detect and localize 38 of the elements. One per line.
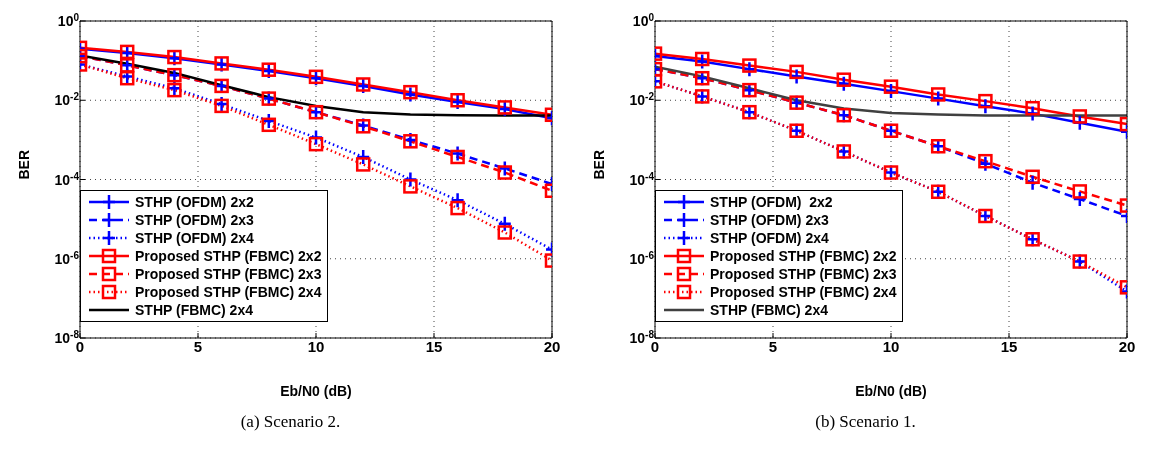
text: (a) Scenario 2. (239, 412, 342, 432)
x-tick-label: 15 (1000, 337, 1018, 355)
x-tick-label: 5 (768, 337, 778, 355)
legend-label: Proposed STHP (FBMC) 2x3 (135, 266, 322, 282)
text: (b) Scenario 1. (814, 412, 917, 432)
x-tick-label: 20 (1118, 337, 1136, 355)
legend-label: Proposed STHP (FBMC) 2x4 (710, 284, 897, 300)
x-tick-label: 10 (882, 337, 900, 355)
x-tick-label: 15 (425, 337, 443, 355)
x-axis-title: Eb/N0 (dB) (855, 383, 927, 399)
legend-label: STHP (OFDM) 2x2 (710, 194, 833, 210)
legend-label: STHP (OFDM) 2x4 (135, 230, 254, 246)
y-tick-label: 10$^{0}$ (632, 11, 655, 29)
y-axis-title: BER (15, 149, 32, 180)
legend-label: Proposed STHP (FBMC) 2x3 (710, 266, 897, 282)
legend-label: Proposed STHP (FBMC) 2x2 (135, 248, 322, 264)
legend-label: Proposed STHP (FBMC) 2x2 (710, 248, 897, 264)
y-tick-label: 10$^{-6}$ (629, 249, 655, 267)
x-tick-label: 10 (307, 337, 325, 355)
x-tick-label: 5 (193, 337, 203, 355)
x-tick-label: 20 (543, 337, 561, 355)
x-axis-title: Eb/N0 (dB) (280, 383, 352, 399)
y-tick-label: 10$^{0}$ (57, 11, 80, 29)
y-axis-title: BER (590, 149, 607, 180)
y-tick-label: 10$^{-2}$ (54, 90, 80, 109)
legend-label: STHP (FBMC) 2x4 (710, 302, 828, 318)
y-tick-label: 10$^{-4}$ (54, 170, 80, 188)
x-tick-label: 0 (75, 337, 85, 355)
y-tick-label: 10$^{-2}$ (629, 90, 655, 109)
legend-label: STHP (OFDM) 2x2 (135, 194, 254, 210)
legend-label: STHP (OFDM) 2x3 (135, 212, 254, 228)
legend-label: STHP (FBMC) 2x4 (135, 302, 253, 318)
legend-label: STHP (OFDM) 2x3 (710, 212, 829, 228)
x-tick-label: 0 (650, 337, 660, 355)
y-tick-label: 10$^{-6}$ (54, 249, 80, 267)
legend-label: STHP (OFDM) 2x4 (710, 230, 829, 246)
legend-label: Proposed STHP (FBMC) 2x4 (135, 284, 322, 300)
y-tick-label: 10$^{-4}$ (629, 170, 655, 188)
